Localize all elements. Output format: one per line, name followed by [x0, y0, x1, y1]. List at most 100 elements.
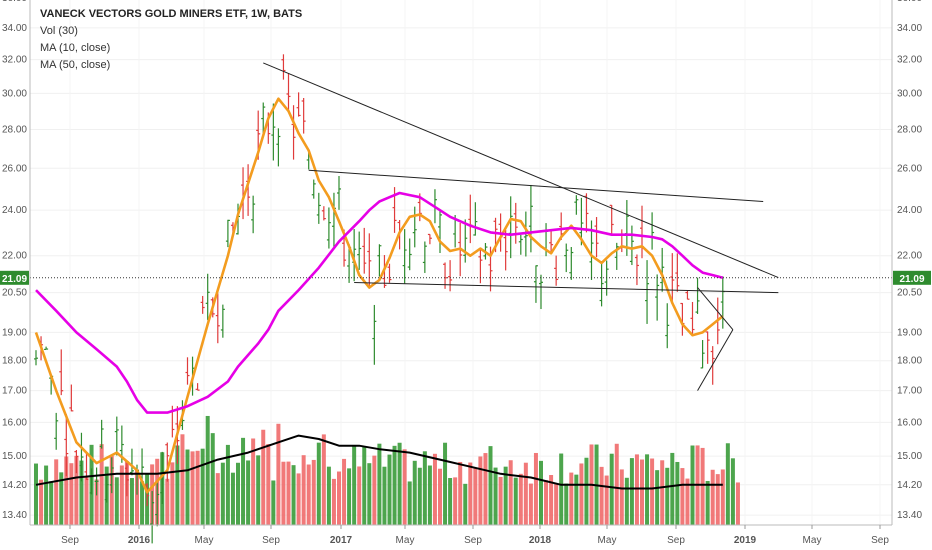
y-tick-label-right: 22.00 [897, 251, 922, 262]
x-tick-label: 2018 [529, 535, 552, 546]
volume-bar [291, 465, 296, 525]
volume-bar [725, 443, 730, 525]
volume-bar [337, 471, 341, 525]
volume-bar [624, 477, 629, 525]
y-tick-label-right: 13.40 [897, 510, 922, 521]
last-price-label-right: 21.09 [899, 274, 924, 285]
volume-bar [680, 468, 685, 525]
volume-bar [306, 464, 311, 525]
y-tick-label-left: 22.00 [2, 251, 27, 262]
volume-bar [210, 433, 215, 525]
volume-bar [271, 480, 276, 525]
volume-bar [377, 443, 382, 525]
y-tick-label-right: 26.00 [897, 163, 922, 174]
volume-bar [39, 479, 44, 525]
volume-bar [215, 473, 220, 525]
volume-bar [357, 466, 362, 525]
y-tick-label-right: 17.00 [897, 386, 922, 397]
volume-bar [301, 455, 306, 525]
x-tick-label: 2016 [128, 535, 151, 546]
y-tick-label-left: 17.00 [2, 386, 27, 397]
y-tick-label-left: 16.00 [2, 417, 27, 428]
y-tick-label-left: 34.00 [2, 23, 27, 34]
volume-bar [544, 480, 549, 525]
volume-bar [200, 448, 205, 525]
volume-bar [468, 462, 473, 525]
volume-bar [251, 438, 256, 525]
x-tick-label: May [803, 535, 822, 546]
volume-bar [34, 463, 38, 525]
trendline [697, 287, 734, 330]
ma50-line [35, 191, 724, 414]
volume-bar [634, 454, 639, 525]
volume-bar [129, 478, 134, 525]
x-tick-label: Sep [464, 535, 482, 546]
x-tick-label: Sep [871, 535, 889, 546]
y-tick-label-left: 15.00 [2, 451, 27, 462]
volume-bar [670, 452, 675, 525]
volume-bar [503, 466, 508, 525]
volume-bar [59, 472, 64, 525]
volume-bars [34, 415, 740, 525]
volume-bar [675, 461, 680, 525]
y-tick-label-left: 13.40 [2, 510, 27, 521]
trendline [354, 282, 779, 294]
volume-bar [417, 467, 422, 525]
volume-bar [574, 474, 579, 525]
y-tick-label-right: 16.00 [897, 417, 922, 428]
volume-bar [241, 437, 246, 525]
volume-bar [478, 456, 483, 525]
volume-bar [730, 458, 735, 525]
y-tick-label-left: 24.00 [2, 205, 27, 216]
x-tick-label: Sep [262, 535, 280, 546]
volume-bar [604, 475, 609, 525]
volume-bar [140, 481, 145, 525]
volume-bar [276, 423, 281, 525]
volume-bar [382, 466, 387, 525]
volume-bar [119, 465, 124, 525]
volume-bar [69, 463, 74, 525]
ma10-line [34, 97, 724, 494]
volume-bar [700, 447, 705, 525]
volume-bar [609, 453, 614, 525]
y-tick-label-left: 32.00 [2, 55, 27, 66]
volume-bar [427, 465, 432, 525]
volume-bar [175, 445, 180, 525]
volume-bar [640, 459, 644, 525]
y-tick-label-left: 26.00 [2, 163, 27, 174]
y-tick-label-right: 36.00 [897, 0, 922, 4]
x-tick-label: 2019 [734, 535, 757, 546]
x-tick-label: May [598, 535, 617, 546]
y-tick-label-right: 20.50 [897, 288, 922, 299]
last-price-tag-left [0, 270, 29, 285]
volume-bar [448, 478, 453, 525]
trendlines [263, 62, 779, 391]
volume-bar [367, 463, 372, 525]
volume-bar [220, 462, 225, 525]
y-tick-label-right: 24.00 [897, 205, 922, 216]
volume-bar [554, 483, 559, 525]
volume-bar [99, 444, 104, 525]
x-tick-label: May [195, 535, 214, 546]
volume-bar [54, 459, 59, 525]
axes: 36.00 36.00 34.00 34.00 32.00 32.00 30.00 30.00… [2, 0, 922, 546]
volume-bar [619, 469, 624, 525]
volume-bar [539, 460, 543, 525]
volume-bar [236, 462, 240, 525]
volume-bar [256, 455, 261, 525]
volume-bar [281, 461, 286, 525]
volume-bar [579, 463, 584, 525]
y-tick-label-right: 15.00 [897, 451, 922, 462]
volume-bar [114, 477, 119, 525]
volume-bar [685, 478, 690, 525]
volume-bar [311, 459, 316, 525]
volume-bar [64, 456, 69, 525]
y-tick-label-right: 28.00 [897, 125, 922, 136]
volume-bar [84, 477, 89, 525]
x-tick-label: Sep [667, 535, 685, 546]
volume-bar [286, 461, 291, 525]
volume-bar [362, 446, 367, 525]
volume-bar [614, 443, 619, 525]
volume-bar [397, 442, 402, 525]
